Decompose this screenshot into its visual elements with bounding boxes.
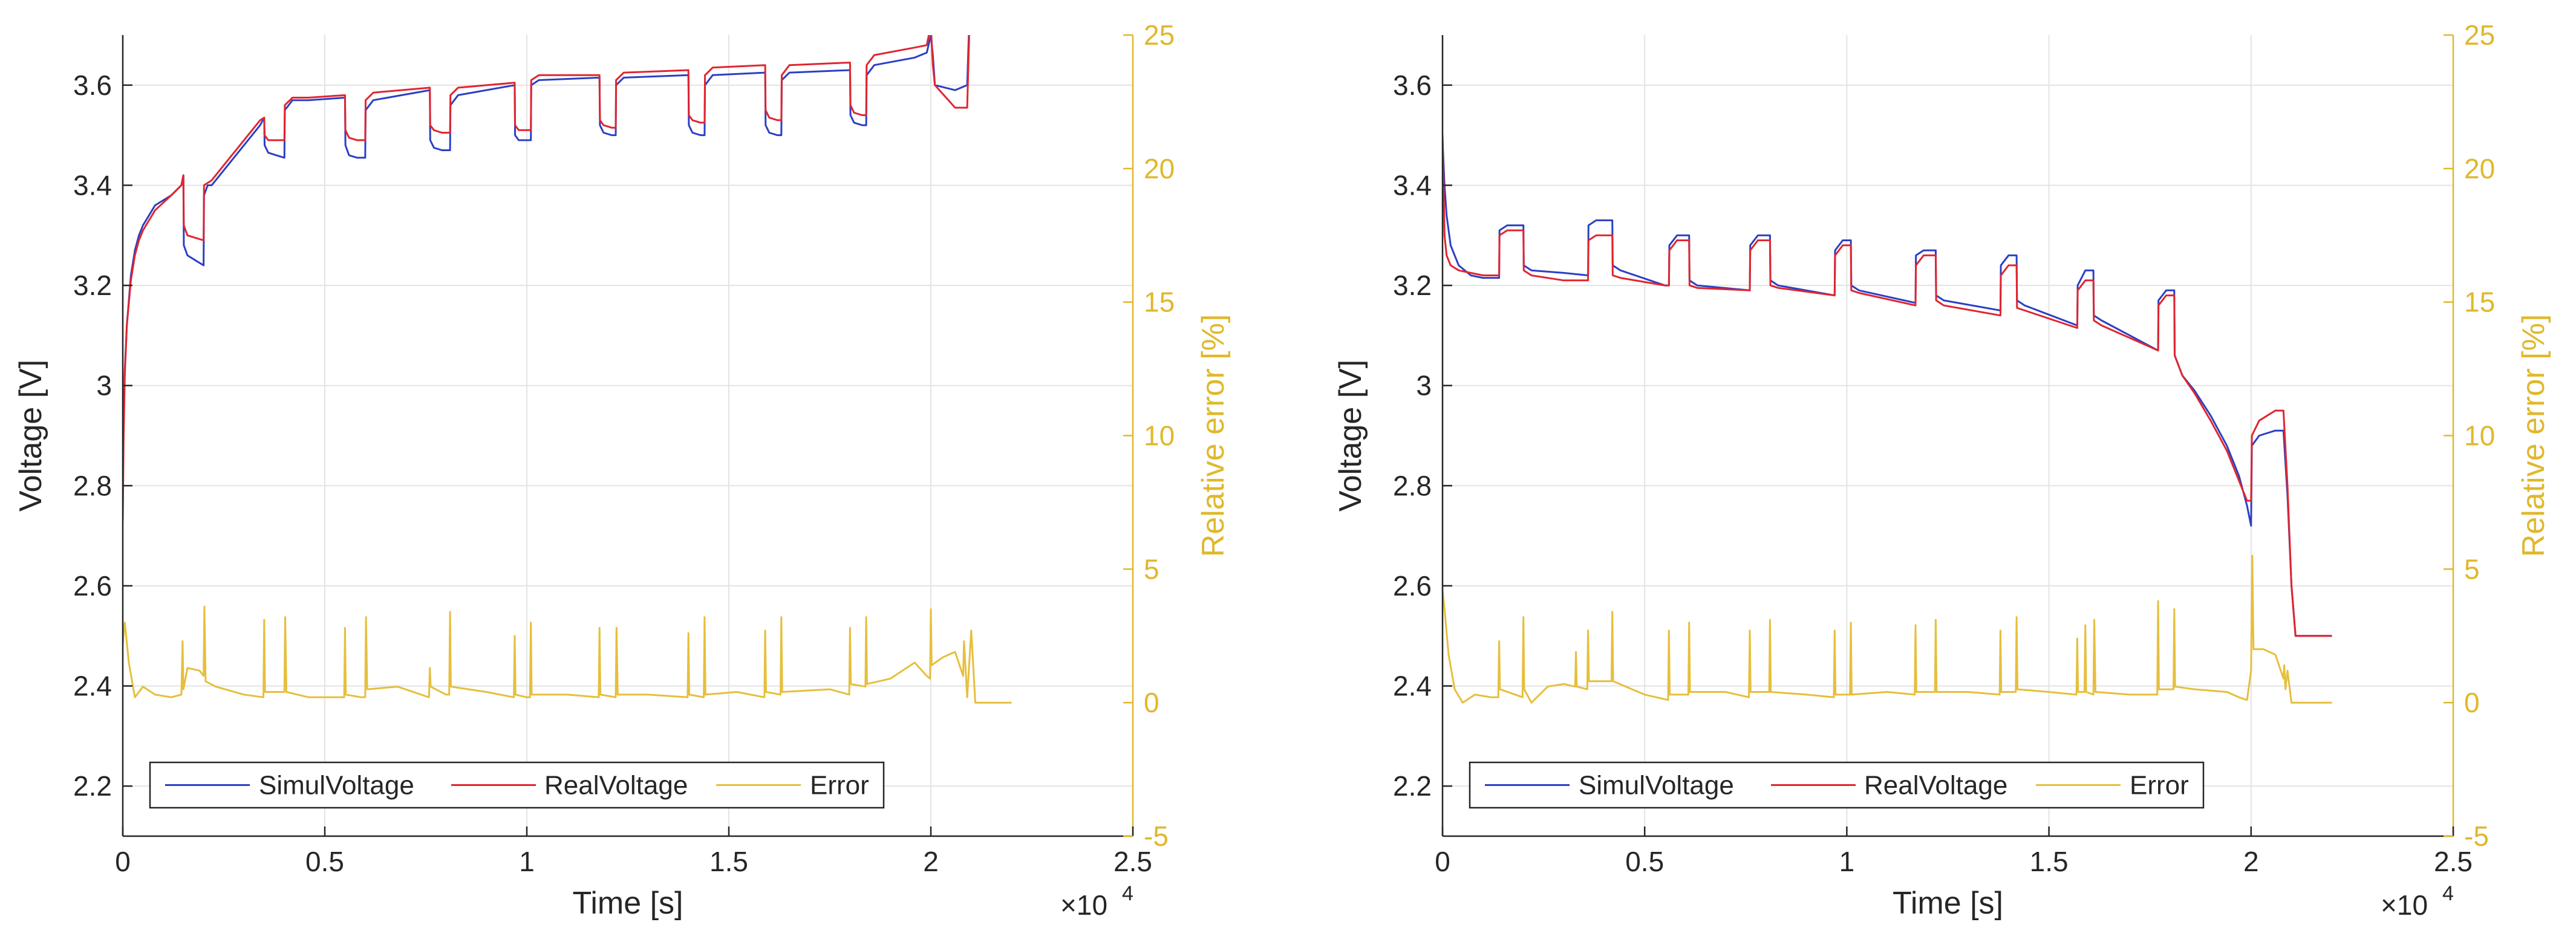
y-left-tick-label: 2.2 bbox=[1393, 770, 1432, 802]
y-left-tick-label: 3.2 bbox=[1393, 270, 1432, 301]
series-group bbox=[1443, 135, 2332, 704]
chart-panel-discharge: 0 0.5 1 1.5 2 2.5 2.2 2.4 2.6 2.8 3 3.2 3.4 3.6 -5 0 5 10… bbox=[1333, 19, 2551, 921]
y-right-tick-label: 20 bbox=[2464, 153, 2495, 184]
y-right-tick-label: 5 bbox=[1144, 553, 1159, 585]
series-group bbox=[123, 35, 1012, 704]
series-line-realvoltage bbox=[123, 35, 970, 521]
x-multiplier-exponent: 4 bbox=[1122, 882, 1133, 905]
legend: SimulVoltage RealVoltage Error bbox=[149, 761, 885, 809]
y-left-tick-label: 2.8 bbox=[73, 470, 112, 501]
series-line-error bbox=[1443, 554, 2332, 704]
y-left-tick-label: 2.2 bbox=[73, 770, 112, 802]
y-left-tick-label: 2.6 bbox=[73, 570, 112, 602]
legend-label-error: Error bbox=[810, 771, 869, 800]
x-multiplier-exponent: 4 bbox=[2442, 882, 2454, 905]
x-tick-label: 0.5 bbox=[305, 846, 344, 877]
y-right-tick-label: -5 bbox=[1144, 820, 1169, 852]
y-right-tick-label: -5 bbox=[2464, 820, 2489, 852]
y-left-tick-label: 3.4 bbox=[1393, 169, 1432, 201]
legend-label-simulvoltage: SimulVoltage bbox=[259, 771, 414, 800]
y-left-axis-label: Voltage [V] bbox=[1333, 360, 1368, 512]
chart-panel-charge: 0 0.5 1 1.5 2 2.5 2.2 2.4 2.6 2.8 3 3.2 3.4 3.6 -5 0 5 10… bbox=[13, 19, 1231, 921]
y-right-axis-label: Relative error [%] bbox=[2516, 314, 2551, 557]
x-axis-multiplier: ×10 4 bbox=[1060, 882, 1133, 921]
x-tick-label: 2.5 bbox=[1114, 846, 1152, 877]
x-axis-multiplier: ×10 4 bbox=[2381, 882, 2454, 921]
legend-label-realvoltage: RealVoltage bbox=[1864, 771, 2007, 800]
grid bbox=[122, 35, 1133, 836]
y-right-axis-label: Relative error [%] bbox=[1196, 314, 1231, 557]
y-left-tick-label: 3 bbox=[96, 370, 112, 401]
legend-label-simulvoltage: SimulVoltage bbox=[1579, 771, 1734, 800]
series-line-realvoltage bbox=[1443, 135, 2332, 637]
y-right-tick-label: 15 bbox=[2464, 287, 2495, 318]
legend-label-realvoltage: RealVoltage bbox=[544, 771, 688, 800]
y-right-tick-label: 10 bbox=[2464, 420, 2495, 452]
y-right-tick-label: 10 bbox=[1144, 420, 1175, 452]
y-right-tick-label: 5 bbox=[2464, 553, 2480, 585]
y-left-tick-label: 2.4 bbox=[73, 670, 112, 702]
y-right-tick-label: 25 bbox=[2464, 19, 2495, 51]
x-multiplier-base: ×10 bbox=[2381, 889, 2428, 921]
x-axis-label: Time [s] bbox=[1893, 886, 2003, 921]
x-tick-label: 1 bbox=[519, 846, 535, 877]
y-left-tick-label: 2.8 bbox=[1393, 470, 1432, 501]
y-left-tick-label: 3.6 bbox=[1393, 70, 1432, 101]
y-left-tick-label: 3 bbox=[1416, 370, 1432, 401]
x-tick-label: 0.5 bbox=[1625, 846, 1664, 877]
x-tick-label: 1.5 bbox=[709, 846, 748, 877]
x-axis-label: Time [s] bbox=[573, 886, 683, 921]
x-tick-label: 1.5 bbox=[2030, 846, 2069, 877]
legend: SimulVoltage RealVoltage Error bbox=[1469, 761, 2205, 809]
x-tick-label: 0 bbox=[115, 846, 131, 877]
legend-label-error: Error bbox=[2130, 771, 2189, 800]
x-multiplier-base: ×10 bbox=[1060, 889, 1107, 921]
y-right-tick-label: 0 bbox=[1144, 687, 1159, 718]
x-tick-label: 0 bbox=[1435, 846, 1450, 877]
x-tick-label: 2.5 bbox=[2434, 846, 2473, 877]
x-tick-label: 2 bbox=[2243, 846, 2259, 877]
series-line-simulvoltage bbox=[1443, 140, 2332, 637]
y-left-axis-label: Voltage [V] bbox=[13, 360, 48, 512]
y-right-tick-label: 15 bbox=[1144, 287, 1175, 318]
y-left-tick-label: 3.6 bbox=[73, 70, 112, 101]
y-left-tick-label: 3.4 bbox=[73, 169, 112, 201]
x-tick-label: 2 bbox=[923, 846, 939, 877]
y-left-tick-label: 3.2 bbox=[73, 270, 112, 301]
x-tick-label: 1 bbox=[1839, 846, 1855, 877]
y-right-tick-label: 20 bbox=[1144, 153, 1175, 184]
y-left-tick-label: 2.6 bbox=[1393, 570, 1432, 602]
series-line-error bbox=[123, 605, 1012, 704]
y-left-tick-label: 2.4 bbox=[1393, 670, 1432, 702]
y-right-tick-label: 0 bbox=[2464, 687, 2480, 718]
y-right-tick-label: 25 bbox=[1144, 19, 1175, 51]
